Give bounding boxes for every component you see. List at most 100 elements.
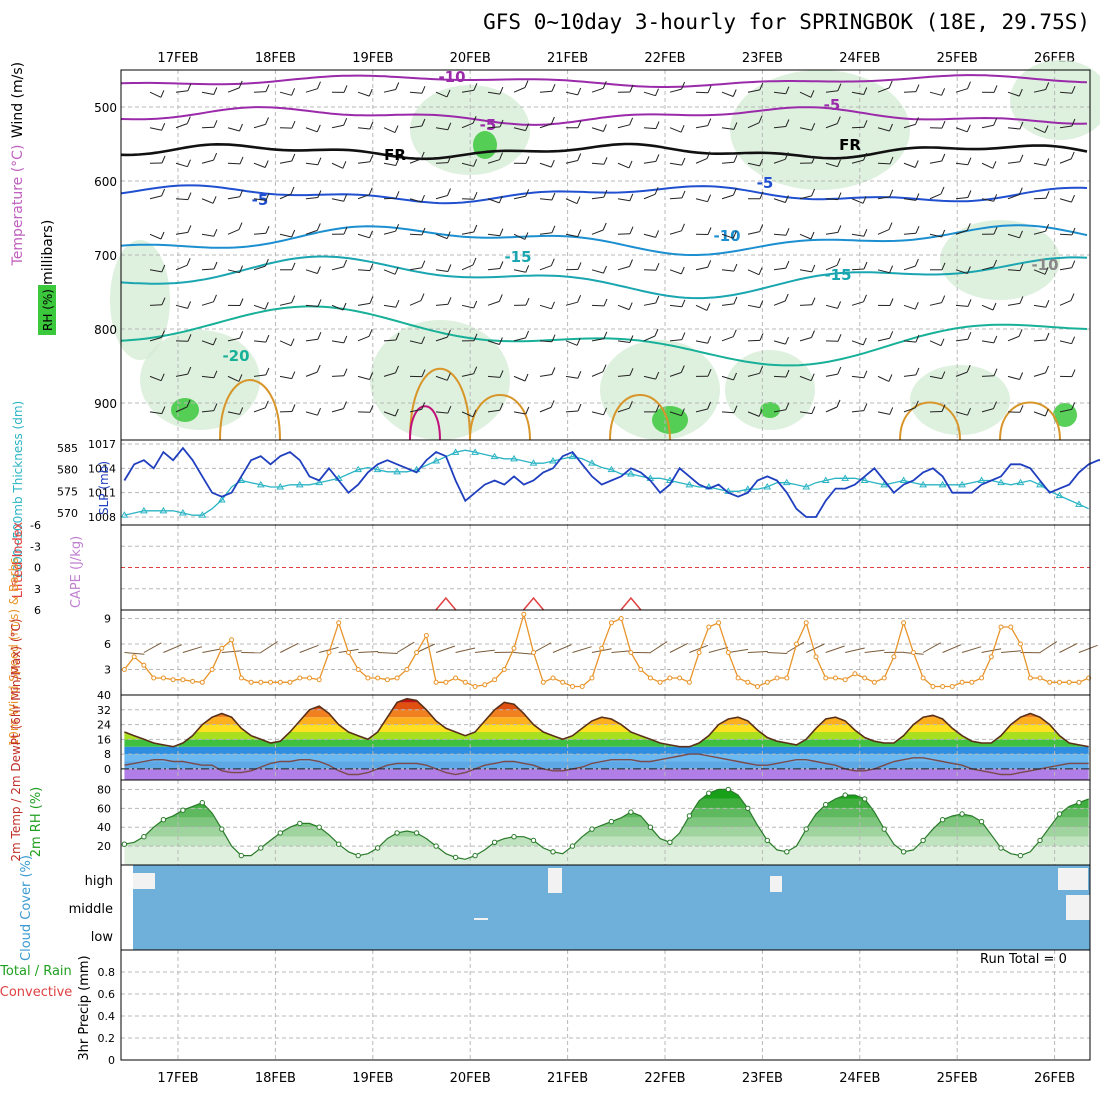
rh-point [647,824,654,830]
thickness-point [354,465,363,473]
upper-wind-barb [175,123,188,129]
rh-shade-area-7 [910,365,1010,435]
wind-speed-point [453,675,459,681]
upper-wind-barb-flag [837,83,842,91]
wind-speed-point [706,624,712,630]
contour-label-4: FR [839,136,861,154]
upper-wind-barb [331,198,344,202]
date-label-bottom-19FEB: 19FEB [352,1071,393,1086]
upper-wind-barb [903,123,916,129]
upper-wind-barb-flag [966,266,971,274]
upper-wind-barb-flag [940,338,945,346]
upper-wind-barb-flag [732,329,737,337]
thickness-point [938,480,947,488]
upper-wind-barb-flag [992,302,997,311]
upper-wind-barb [409,158,422,164]
upper-wind-barb-flag [421,194,425,203]
upper-wind-barb-flag [187,366,192,375]
isotherm-10-line [120,224,1088,256]
warm-contour-loop-4 [899,401,961,441]
upper-wind-barb [643,233,656,238]
upper-wind-barb-flag [629,193,634,201]
isotherm-minus10-line [120,74,1088,88]
upper-wind-barb-flag [785,260,790,269]
upper-wind-barb [383,339,397,342]
upper-wind-barb [383,127,396,134]
precip-tick-0.4: 0.4 [98,1010,116,1023]
upper-wind-barb-flag [524,232,529,240]
upper-wind-barb [1007,375,1020,380]
upper-wind-barb-flag [836,116,841,124]
upper-wind-barb [747,122,760,129]
upper-wind-barb-flag [498,294,503,302]
upper-wind-barb-flag [213,120,218,128]
contour-label-6: -5 [757,174,774,192]
upper-wind-barb-flag [421,260,426,268]
upper-wind-barb [1033,269,1046,275]
wind-speed-point [959,679,965,685]
upper-wind-barb [981,162,994,169]
upper-wind-barb-flag [733,155,738,163]
upper-wind-barb-flag [343,401,347,409]
wind-speed-point [316,677,322,683]
surface-wind-barb [552,644,572,653]
upper-wind-barb-flag [629,117,634,125]
rh-point [491,839,498,845]
upper-wind-barb-flag [187,301,192,309]
upper-wind-barb-flag [836,399,841,408]
upper-wind-barb [1007,335,1020,342]
upper-wind-barb-flag [655,295,660,304]
wind-speed-point [589,675,595,681]
upper-wind-barb-flag [707,118,712,126]
rh-point [745,805,751,811]
upper-wind-barb-flag [915,367,920,376]
lifted-index-axis-label: Lifted Index [11,521,26,598]
wind-speed-point [170,677,176,683]
upper-wind-barb [851,198,864,204]
upper-wind-barb-flag [603,298,608,307]
wind-speed-point [219,645,225,651]
wind-speed-point [657,679,663,685]
upper-wind-barb [409,300,422,306]
upper-wind-barb [825,406,838,413]
upper-wind-barb-flag [941,371,946,379]
surface-wind-barb [689,644,709,653]
upper-wind-barb [1059,91,1073,94]
upper-wind-barb [487,409,500,413]
upper-wind-barb [721,194,734,200]
upper-wind-barb-flag [967,408,971,416]
upper-wind-barb-flag [629,259,633,267]
rh-shade-area-8 [110,240,170,360]
rh-point [881,826,887,832]
upper-wind-barb [643,127,657,130]
upper-wind-barb [409,408,422,413]
wind-speed-point [979,675,985,681]
upper-wind-barb-flag [525,297,530,306]
date-label-bottom-20FEB: 20FEB [450,1071,491,1086]
thickness-point [1016,478,1025,486]
upper-wind-barb-flag [238,222,243,230]
cape-axis-label: CAPE (J/kg) [69,536,84,608]
surface-wind-barb [864,649,885,653]
upper-wind-barb [903,374,916,377]
upper-wind-barb-flag [473,224,478,233]
upper-wind-barb-flag [550,159,555,168]
upper-wind-barb-flag [239,298,244,306]
surface-wind-barb [299,644,319,653]
upper-wind-barb [721,303,734,306]
upper-wind-barb [981,266,994,271]
upper-wind-barb-flag [889,189,894,197]
upper-wind-barb [565,340,578,346]
upper-wind-barb [227,162,241,165]
upper-wind-barb [877,229,890,235]
wind-speed-point [277,679,283,685]
upper-wind-barb [929,193,942,200]
upper-wind-barb [747,411,760,417]
temperature-band-3 [124,746,1089,755]
upper-wind-barb [513,87,526,93]
upper-wind-barb [227,337,240,342]
upper-wind-barb [1007,127,1020,130]
rh-point [530,837,537,844]
upper-wind-barb-flag [577,371,582,379]
date-label-top-21FEB: 21FEB [547,51,588,66]
